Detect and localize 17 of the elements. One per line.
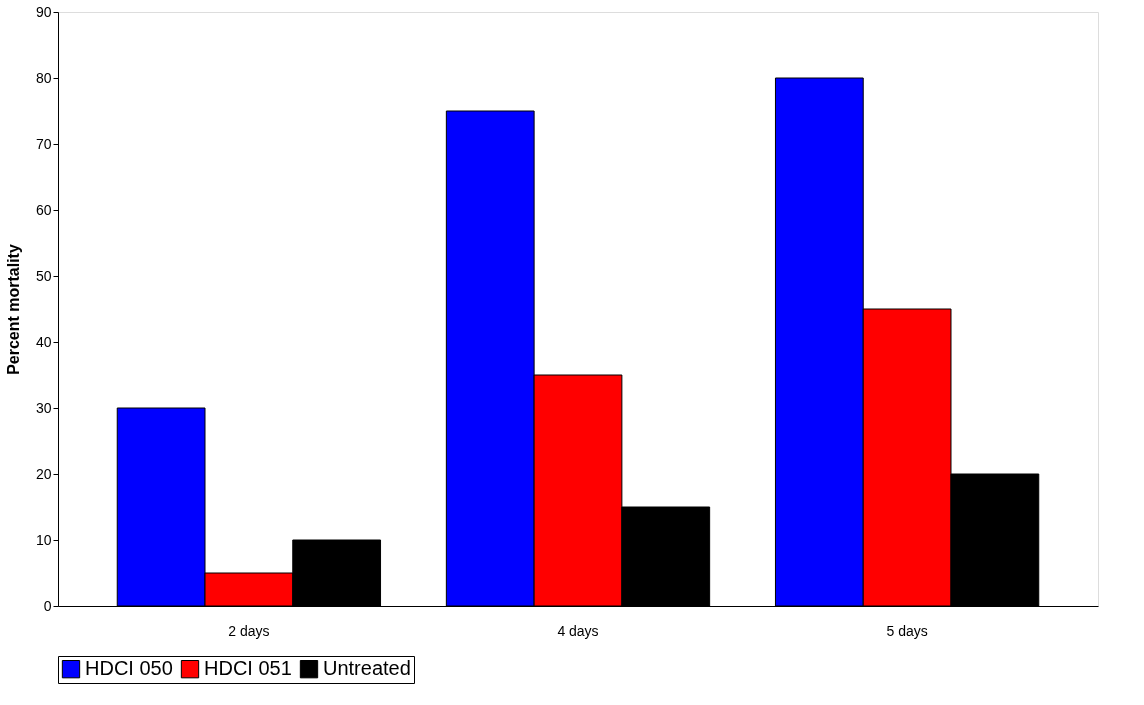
y-tick-label: 20 [35,465,52,482]
y-tick-label: 40 [35,333,52,350]
y-tick-label: 30 [35,399,52,416]
y-tick-label: 0 [43,597,52,614]
y-tick-label: 60 [35,201,52,218]
y-tick-label: 80 [35,69,52,86]
x-tick-label: 5 days [886,622,928,639]
y-axis-title: Percent mortality [4,244,22,375]
y-tick-label: 10 [35,531,52,548]
x-tick-label: 4 days [557,622,599,639]
legend-label: Untreated [323,657,411,680]
legend-label: HDCI 051 [204,657,292,680]
x-tick-label: 2 days [228,622,270,639]
legend-label: HDCI 050 [85,657,173,680]
y-tick-label: 70 [35,135,52,152]
y-tick-label: 90 [35,3,52,20]
y-tick-label: 50 [35,267,52,284]
